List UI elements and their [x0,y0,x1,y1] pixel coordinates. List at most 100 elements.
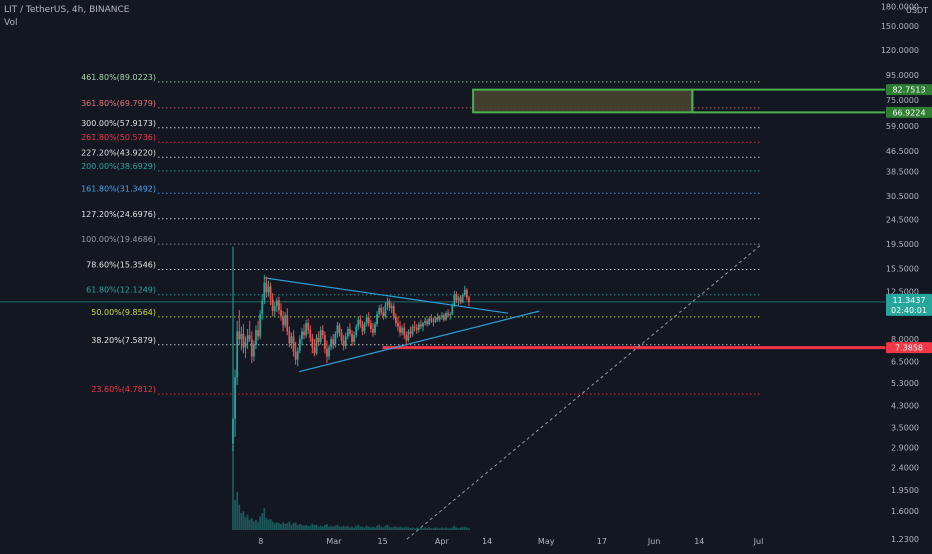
price-axis-unit: USDT [906,6,928,15]
candle-body [403,327,406,336]
candle-body [257,330,259,337]
candle-body [382,312,385,317]
volume-bar [397,527,399,530]
candle-body [317,337,320,342]
time-tick-label: Jun [647,537,661,546]
volume-bar [255,519,257,530]
volume-bar [334,525,337,530]
candle-body [409,331,412,334]
candle-body [265,282,268,293]
candle-body [399,326,401,333]
candle-body [440,315,443,317]
time-axis[interactable]: 8 Mar 15 Apr 14 May 17 Jun 14 Jul [258,537,763,546]
candle-body [417,324,420,331]
fibonacci-layer: 461.80%(89.0223) 361.80%(69.7979) 300.00%(… [81,73,760,395]
candle-body [415,327,418,331]
zone-bottom-price-tag: 66.9224 [892,108,925,117]
candle-body [240,333,243,340]
volume-bar [374,527,376,530]
candle-body [332,339,335,345]
volume-bar [407,527,410,530]
price-tick-label: 59.0000 [886,122,919,131]
price-tick-label: 2.9000 [891,443,919,452]
bar-countdown: 02:40:01 [891,306,927,315]
candle-body [309,330,312,338]
candle-body [459,297,462,303]
candle-body [353,335,356,342]
candle-body [344,336,347,347]
price-tick-label: 15.5000 [886,265,919,274]
volume-bar [344,526,347,530]
candle-body [326,348,328,357]
time-tick-label: Apr [435,537,450,546]
volume-bar [463,526,466,530]
fib-level-label: 361.80%(69.7979) [81,99,156,108]
volume-bar [234,500,236,530]
volume-bar [242,511,245,530]
price-tick-label: 180.0000 [881,3,919,12]
candle-body [286,315,289,332]
time-tick-label: 14 [482,537,492,546]
volume-bar [338,526,341,530]
volume-bar [468,528,470,530]
volume-bar [417,528,420,530]
candle-body [461,294,464,303]
volume-bar [367,526,370,530]
volume-bar [353,527,356,530]
volume-bar [409,528,412,530]
volume-bar [465,527,468,530]
candle-body [296,350,299,360]
candle-body [405,335,408,341]
volume-bar [378,524,381,530]
candle-body [361,324,364,332]
candle-body [365,317,368,325]
candle-body [357,319,360,327]
volume-layer [232,445,470,530]
candle-body [242,333,245,348]
candle-body [463,289,466,295]
zone-top-price-tag: 82.7513 [892,86,925,95]
volume-bar [238,504,241,530]
candle-body [269,286,272,300]
candle-body [338,325,341,333]
candle-body [392,306,395,317]
symbol-title[interactable]: LIT / TetherUS, 4h, BINANCE [4,5,130,15]
fib-level-label: 61.80%(12.1249) [86,286,156,295]
volume-bar [438,528,441,530]
candle-body [336,325,339,334]
drawings-layer [0,88,885,540]
volume-bar [424,527,426,530]
candle-body [447,313,449,316]
fib-level-label: 300.00%(57.9173) [81,119,156,128]
price-tick-label: 12.5000 [886,287,919,296]
candle-body [428,318,431,325]
volume-bar [355,525,358,530]
volume-bar [376,525,378,530]
candle-body [434,317,437,322]
fib-level-label: 50.00%(9.8564) [91,308,156,317]
volume-bar [342,525,345,530]
candle-body [369,323,372,329]
volume-bar [422,528,424,530]
volume-bar [269,518,272,530]
candle-body [323,335,326,349]
volume-bar [267,519,270,530]
price-tick-label: 75.0000 [886,96,919,105]
candle-body [303,331,305,336]
volume-bar [428,527,431,530]
volume-bar [442,528,445,530]
candle-body [342,340,345,347]
volume-bar [330,525,333,530]
volume-bar [313,524,316,530]
price-tick-label: 150.0000 [881,22,919,31]
candle-body [388,301,391,309]
candle-body [340,332,343,341]
candle-body [384,305,387,317]
volume-bar [265,518,268,530]
price-tick-label: 5.3000 [891,379,919,388]
candle-body [319,330,322,342]
